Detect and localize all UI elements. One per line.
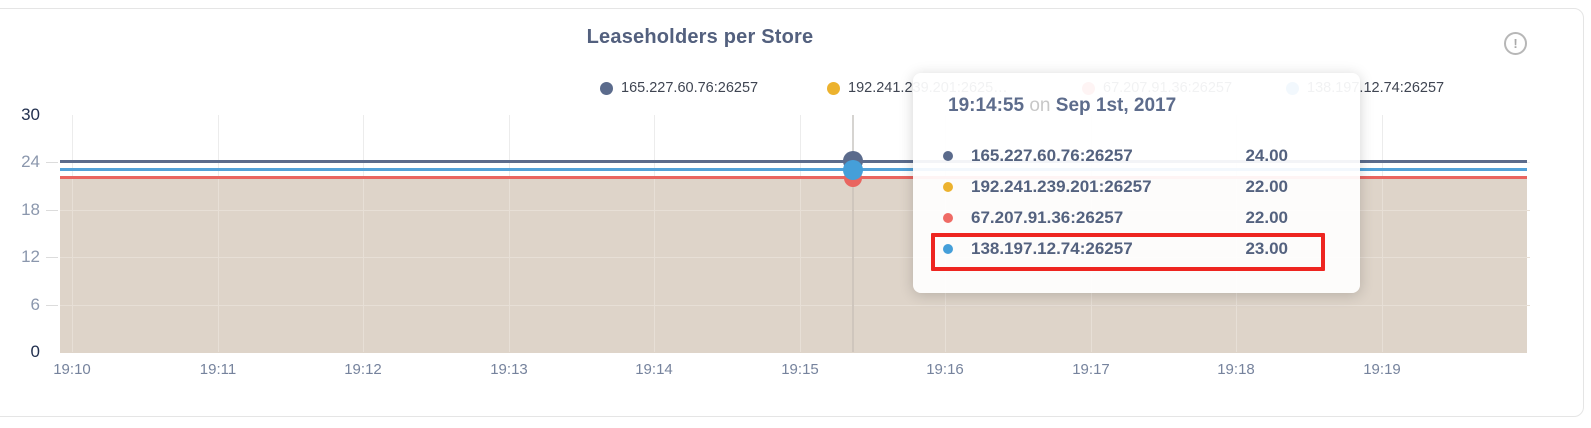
tooltip-row: 165.227.60.76:26257 24.00 [913,145,1360,167]
y-axis-label: 18 [21,200,40,219]
y-axis-tick [46,162,58,163]
gridline-vertical [509,115,510,352]
annotation-highlight-rect [931,233,1325,271]
series-line-node3 [60,176,1527,179]
y-axis-label: 30 [21,105,40,124]
legend-label: 165.227.60.76:26257 [621,80,759,96]
series-dot-icon [943,213,953,223]
tooltip-series-value: 24.00 [1245,146,1288,165]
gridline-vertical [363,115,364,352]
gridline-horizontal [60,257,1530,258]
tooltip-row: 192.241.239.201:26257 22.00 [913,176,1360,198]
series-dot-icon [943,151,953,161]
gridline-vertical [218,115,219,352]
series-dot-icon [600,81,613,95]
legend-item-node1[interactable]: 165.227.60.76:26257 [600,80,758,96]
y-axis-label: 24 [21,152,40,171]
x-axis-label: 19:12 [344,361,382,378]
series-line-node4 [60,168,1527,171]
x-axis-label: 19:13 [490,361,528,378]
x-axis-label: 19:16 [926,361,964,378]
tooltip-on-word: on [1029,95,1051,116]
series-dot-icon [827,81,840,95]
tooltip-series-name: 165.227.60.76:26257 [971,146,1133,165]
series-line-node1 [60,160,1527,163]
tooltip-date: Sep 1st, 2017 [1055,95,1177,116]
tooltip-series-name: 138.197.12.74:26257 [971,239,1133,258]
tooltip-row: 67.207.91.36:26257 22.00 [913,207,1360,229]
y-axis-tick [46,305,58,306]
hover-tooltip: 19:14:55 on Sep 1st, 2017 165.227.60.76:… [913,73,1360,293]
tooltip-timestamp: 19:14:55 on Sep 1st, 2017 [948,95,1176,117]
y-axis-label: 12 [21,247,40,266]
tooltip-series-name: 67.207.91.36:26257 [971,208,1124,227]
series-dot-icon [943,182,953,192]
tooltip-time: 19:14:55 [948,95,1025,116]
tooltip-series-value: 22.00 [1245,208,1288,227]
tooltip-series-value: 22.00 [1245,177,1288,196]
tooltip-row-highlighted: 138.197.12.74:26257 23.00 [913,238,1360,260]
tooltip-series-value: 23.00 [1245,239,1288,258]
series-dot-icon [943,244,953,254]
hover-guideline [852,115,854,352]
x-axis-label: 19:10 [53,361,91,378]
hover-marker-blue [843,160,863,180]
gridline-vertical [800,115,801,352]
x-axis-label: 19:11 [199,361,237,378]
y-axis-label: 6 [30,295,40,314]
chart-title: Leaseholders per Store [586,26,814,48]
x-axis-label: 19:18 [1217,361,1255,378]
y-axis-tick [46,210,58,211]
gridline-horizontal [60,305,1530,306]
x-axis-label: 19:17 [1072,361,1110,378]
exclamation-glyph: ! [1513,36,1518,51]
y-axis-label: 0 [30,342,40,361]
gridline-vertical [72,115,73,352]
tooltip-series-name: 192.241.239.201:26257 [971,177,1152,196]
x-axis-label: 19:14 [635,361,673,378]
gridline-horizontal [60,210,1530,211]
info-icon[interactable]: ! [1504,32,1527,55]
x-axis-label: 19:19 [1363,361,1401,378]
gridline-vertical [654,115,655,352]
y-axis-tick [46,257,58,258]
gridline-vertical [1382,115,1383,352]
x-axis-label: 19:15 [781,361,819,378]
